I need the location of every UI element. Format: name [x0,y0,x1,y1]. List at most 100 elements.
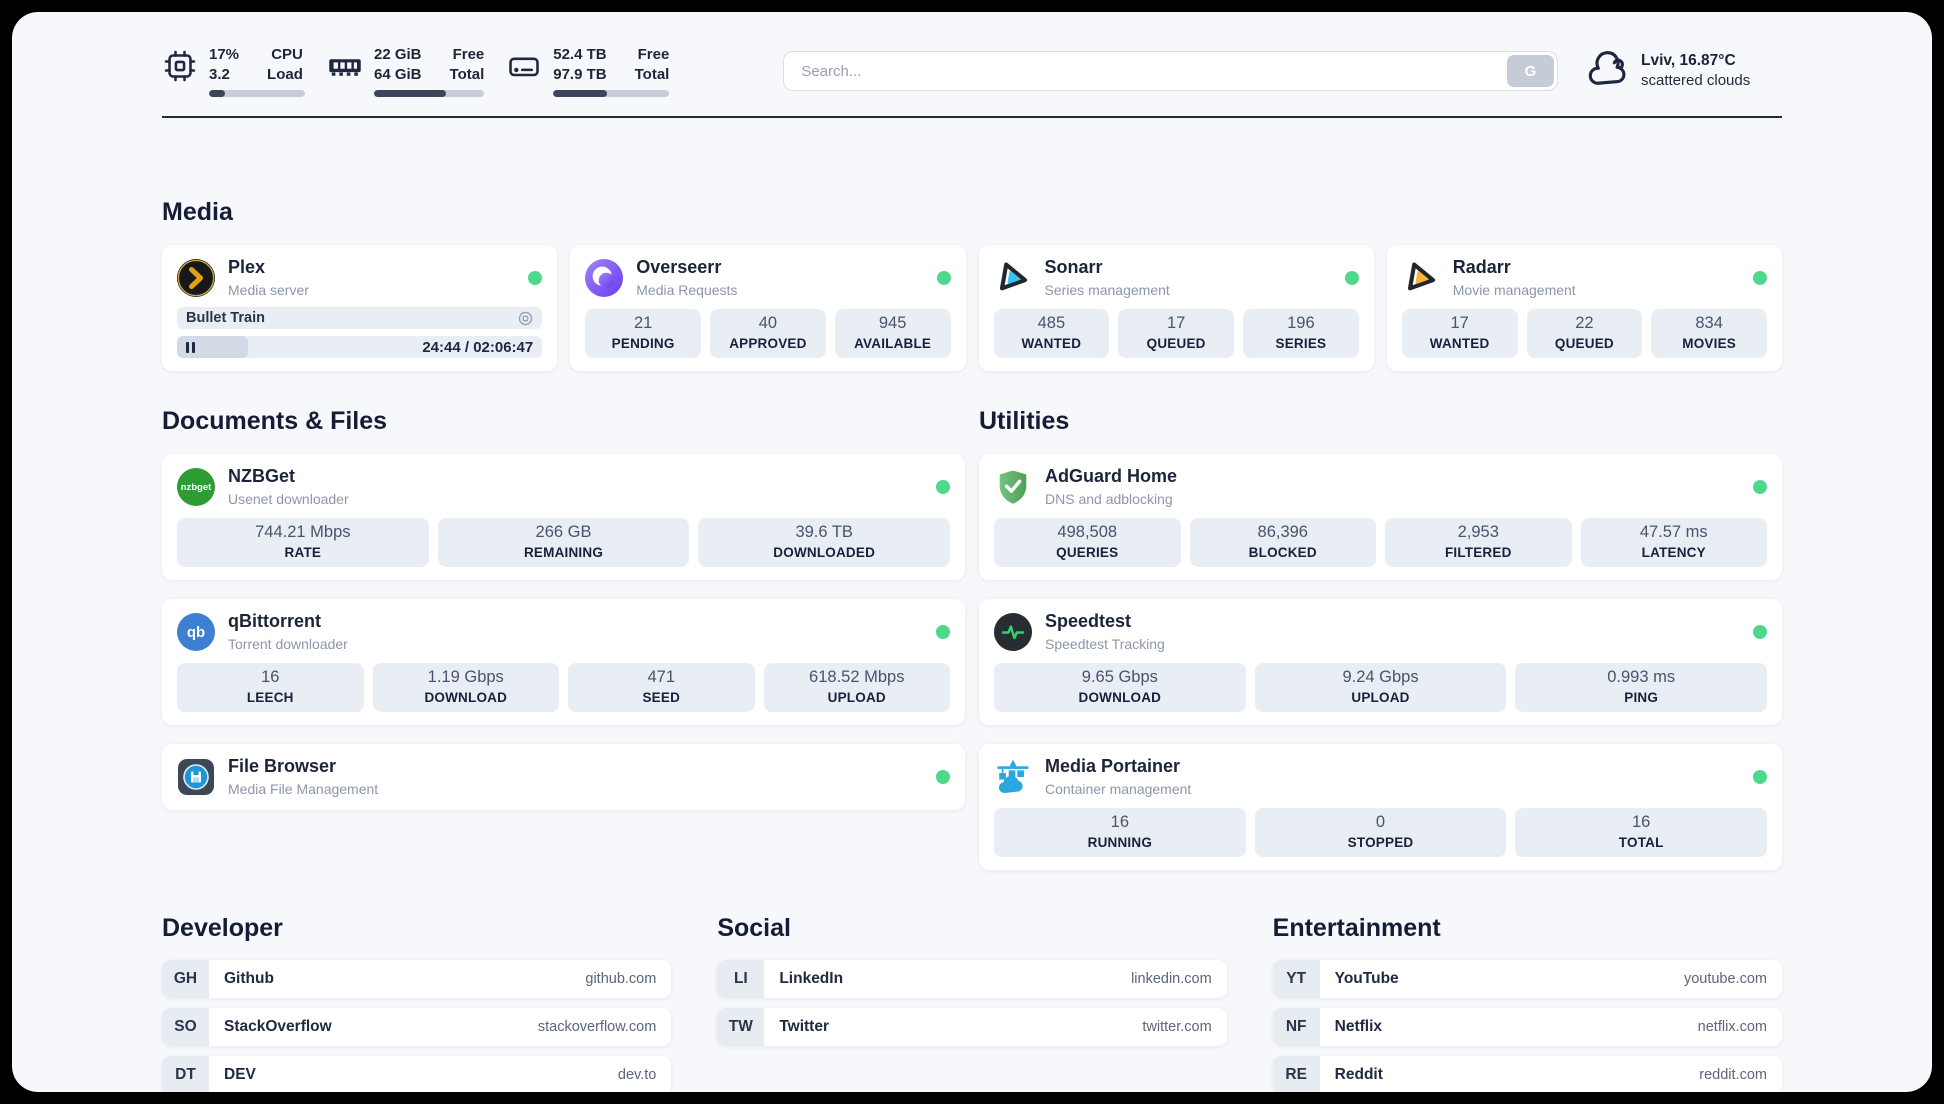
stat-rate: 744.21 Mbps RATE [177,518,429,567]
dashboard-window: 17% 3.2 CPU Load [12,12,1932,1092]
link-name: Twitter [779,1018,829,1035]
status-dot [1753,770,1767,784]
stat-download: 9.65 Gbps DOWNLOAD [994,663,1246,712]
search-go-button[interactable]: G [1507,55,1554,87]
link-domain: stackoverflow.com [537,1019,657,1035]
cpu-progress-bar [209,90,305,97]
app-subtitle: Usenet downloader [228,490,349,507]
search-box: G [783,51,1558,91]
filebrowser-icon [177,758,215,796]
link-badge: YT [1272,960,1320,998]
weather-condition: scattered clouds [1641,72,1751,90]
app-subtitle: DNS and adblocking [1045,490,1173,507]
app-card-speedtest[interactable]: Speedtest Speedtest Tracking 9.65 Gbps D… [979,599,1782,725]
portainer-icon [994,758,1032,796]
radarr-icon [1402,259,1440,297]
link-item-netflix[interactable]: NF Netflix netflix.com [1272,1008,1782,1046]
now-playing-title: Bullet Train [186,310,265,326]
stat-upload: 9.24 Gbps UPLOAD [1254,663,1507,712]
stat-wanted: 485 WANTED [993,309,1110,358]
link-badge: TW [717,1008,765,1046]
stat-stopped: 0 STOPPED [1254,808,1507,857]
stat-downloaded: 39.6 TB DOWNLOADED [698,518,951,567]
plex-icon [177,259,215,297]
app-card-portainer[interactable]: Media Portainer Container management 16 … [979,744,1782,870]
memory-values: 22 GiB 64 GiB [374,46,422,83]
stat-queued: 17 QUEUED [1118,309,1234,358]
header-divider [162,116,1782,118]
status-dot [936,770,950,784]
app-card-qbittorrent[interactable]: qb qBittorrent Torrent downloader 16 LEE… [162,599,965,725]
link-item-github[interactable]: GH Github github.com [162,960,672,998]
stat-remaining: 266 GB REMAINING [437,518,690,567]
link-section-social: Social LI LinkedIn linkedin.com TW Twitt… [717,914,1227,1092]
weather-cloud-icon [1588,51,1626,85]
app-name: Media Portainer [1045,756,1181,777]
stat-upload: 618.52 Mbps UPLOAD [763,663,950,712]
section-title-utilities: Utilities [979,407,1070,435]
app-card-sonarr[interactable]: Sonarr Series management 485 WANTED 17 Q… [978,245,1374,371]
adguard-icon [994,468,1032,506]
cpu-widget: 17% 3.2 CPU Load [162,45,305,97]
disk-values: 52.4 TB 97.9 TB [553,46,607,83]
status-dot [1344,271,1359,285]
app-name: NZBGet [228,466,295,487]
link-item-youtube[interactable]: YT YouTube youtube.com [1272,960,1782,998]
app-name: Radarr [1452,257,1511,278]
app-card-filebrowser[interactable]: File Browser Media File Management [162,744,965,810]
stat-ping: 0.993 ms PING [1515,663,1768,712]
playback-time: 24:44 / 02:06:47 [422,338,534,356]
status-dot [936,625,950,639]
stat-filtered: 2,953 FILTERED [1385,518,1572,567]
app-subtitle: Media Requests [636,281,738,298]
sonarr-icon [994,259,1032,297]
memory-progress-bar [374,90,485,97]
qbittorrent-icon: qb [177,613,215,651]
link-name: Github [224,970,274,987]
app-name: Plex [228,257,266,278]
stat-wanted: 17 WANTED [1401,309,1518,358]
link-item-stackoverflow[interactable]: SO StackOverflow stackoverflow.com [162,1008,672,1046]
link-item-linkedin[interactable]: LI LinkedIn linkedin.com [717,960,1227,998]
app-card-plex[interactable]: Plex Media server Bullet Train [162,245,558,371]
app-card-nzbget[interactable]: nzbget NZBGet Usenet downloader 744.21 M… [162,454,965,580]
link-name: Reddit [1334,1066,1383,1083]
stat-download: 1.19 Gbps DOWNLOAD [372,663,559,712]
link-item-dev[interactable]: DT DEV dev.to [162,1056,672,1092]
media-grid: Plex Media server Bullet Train [162,245,1782,371]
link-badge: DT [162,1056,209,1092]
disk-progress-bar [553,90,670,97]
app-subtitle: Container management [1045,780,1192,797]
disk-labels: Free Total [634,46,670,83]
app-card-overseerr[interactable]: Overseerr Media Requests 21 PENDING 40 A… [570,245,966,371]
link-item-reddit[interactable]: RE Reddit reddit.com [1272,1056,1782,1092]
playback-progress-chip[interactable] [177,336,249,358]
media-type-icon [518,311,533,326]
link-name: Netflix [1334,1018,1383,1035]
section-title-media: Media [162,198,233,226]
cpu-icon [164,50,196,82]
link-section-entertainment: Entertainment YT YouTube youtube.com NF … [1272,914,1782,1092]
app-card-radarr[interactable]: Radarr Movie management 17 WANTED 22 QUE… [1386,245,1782,371]
disk-progress-fill [553,90,607,97]
pause-icon[interactable] [186,341,195,353]
playback-progress-bar[interactable]: 24:44 / 02:06:47 [177,336,543,358]
app-subtitle: Media server [228,281,309,298]
link-domain: dev.to [617,1067,657,1083]
utilities-column: Utilities [979,407,1782,870]
link-item-twitter[interactable]: TW Twitter twitter.com [717,1008,1227,1046]
app-name: Speedtest [1045,611,1132,632]
app-name: Sonarr [1044,257,1103,278]
app-card-adguard[interactable]: AdGuard Home DNS and adblocking 498,508 … [979,454,1782,580]
app-subtitle: Series management [1044,281,1170,298]
section-title-social: Social [717,914,791,942]
status-dot [1753,625,1767,639]
section-title-entertainment: Entertainment [1272,914,1441,942]
top-bar: 17% 3.2 CPU Load [162,42,1782,100]
link-domain: youtube.com [1683,971,1767,987]
link-name: YouTube [1334,970,1399,987]
status-dot [1753,480,1767,494]
stat-queries: 498,508 QUERIES [994,518,1181,567]
search-input[interactable] [784,62,1557,80]
stat-seed: 471 SEED [568,663,755,712]
